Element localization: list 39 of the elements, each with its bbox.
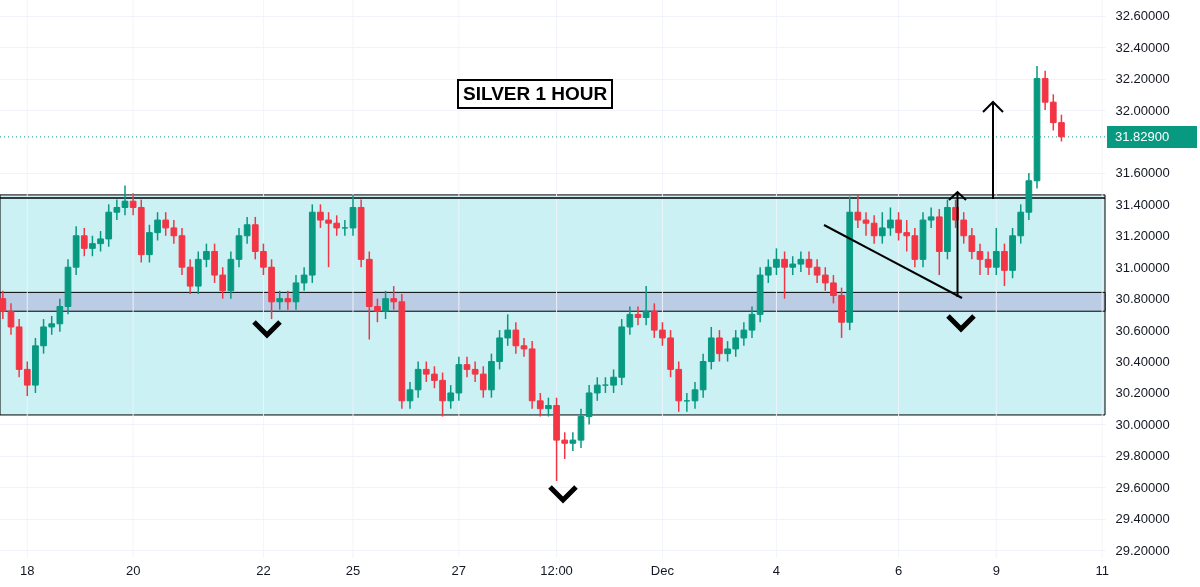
y-tick-label: 30.40000 — [1115, 354, 1170, 370]
x-tick-label: 12:00 — [540, 562, 573, 578]
x-tick-label: Dec — [650, 562, 675, 578]
y-tick-label: 32.60000 — [1115, 8, 1170, 24]
y-tick-label: 30.80000 — [1115, 291, 1170, 307]
y-tick-label: 30.00000 — [1115, 416, 1170, 432]
y-tick-label: 31.60000 — [1115, 165, 1170, 181]
candlestick — [1001, 242, 1008, 287]
y-tick-label: 30.60000 — [1115, 322, 1170, 338]
x-tick-label: 4 — [772, 562, 781, 578]
candlestick — [569, 431, 577, 452]
x-tick-label: 27 — [451, 562, 467, 578]
x-tick-label: 18 — [20, 562, 35, 578]
ref-line-label: 31.82900 — [1115, 128, 1170, 144]
x-tick-label: 25 — [345, 562, 361, 578]
candlestick — [382, 290, 389, 320]
candlestick — [80, 227, 88, 257]
candlestick — [781, 250, 788, 300]
y-tick-label: 32.40000 — [1115, 39, 1170, 55]
candlestick — [992, 227, 1000, 276]
x-tick-label: 22 — [256, 562, 271, 578]
y-tick-label: 31.20000 — [1115, 228, 1170, 244]
y-tick-label: 30.20000 — [1115, 385, 1170, 401]
y-tick-label: 31.00000 — [1115, 259, 1170, 275]
text: SILVER 1 HOUR — [457, 79, 614, 109]
y-tick-label: 32.00000 — [1115, 102, 1170, 118]
x-tick-label: 9 — [992, 562, 1000, 578]
candlestick — [935, 208, 943, 276]
y-tick-label: 32.20000 — [1115, 71, 1170, 87]
y-tick-label: 29.80000 — [1115, 448, 1170, 464]
candlestick — [944, 198, 951, 261]
x-tick-label: 6 — [894, 562, 903, 578]
y-tick-label: 29.20000 — [1115, 542, 1170, 558]
y-tick-label: 31.40000 — [1115, 196, 1170, 212]
y-tick-label: 29.60000 — [1115, 479, 1170, 495]
x-tick-label: 20 — [125, 562, 141, 578]
x-tick-label: 11 — [1095, 562, 1109, 578]
candlestick — [716, 329, 723, 363]
y-tick-label: 29.40000 — [1115, 511, 1170, 527]
